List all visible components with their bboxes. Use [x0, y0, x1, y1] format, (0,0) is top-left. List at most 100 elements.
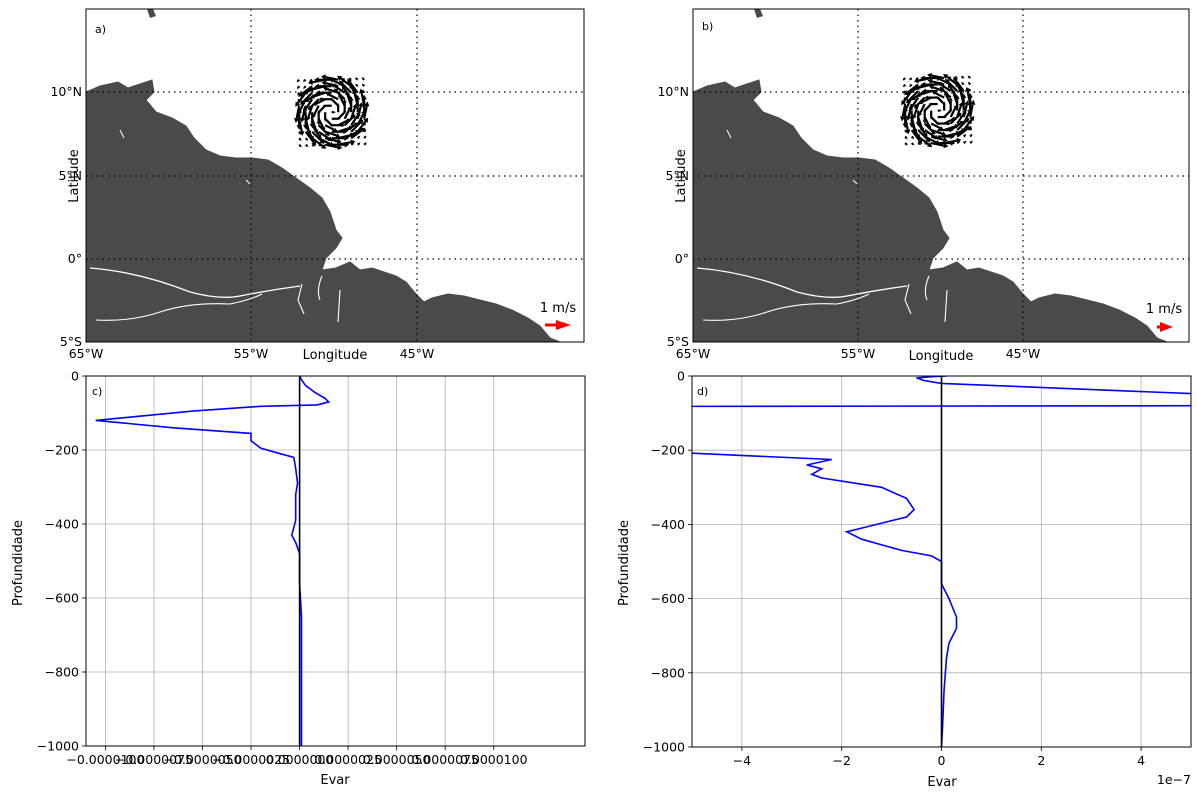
y-axis-label: Latitude: [674, 149, 689, 203]
vector-arrow-head: [902, 78, 905, 81]
vector-arrow-head: [916, 92, 921, 98]
vector-arrow-head: [361, 94, 367, 100]
vector-arrow: [318, 104, 326, 113]
x-ticks: −4 −2 0 2 4: [733, 747, 1145, 768]
vector-arrow: [349, 78, 352, 81]
vector-arrow-head: [322, 86, 328, 92]
y-tick-label: −600: [651, 591, 685, 606]
vector-arrow: [355, 84, 359, 88]
vector-arrow-head: [912, 143, 915, 146]
river: [944, 289, 948, 323]
vector-arrow-head: [903, 91, 906, 95]
profile-panel-d: −4 −2 0 2 4 0 −200 −400 −600 −800 −1000 d) 1e−7 E…: [617, 369, 1192, 790]
vector-arrow: [301, 85, 313, 95]
vector-arrow-head: [910, 95, 916, 101]
vector-arrow-head: [297, 93, 300, 96]
y-tick-label: −400: [651, 517, 685, 532]
reference-vector-label: 1 m/s: [540, 301, 576, 316]
series-line: [692, 376, 1191, 747]
vector-arrow: [911, 142, 914, 145]
vector-arrow-head: [964, 86, 971, 92]
vector-arrow-head: [312, 144, 316, 147]
vector-arrow-head: [954, 76, 957, 79]
x-tick-label: 0.0000050: [363, 752, 431, 767]
river: [702, 293, 870, 321]
reference-vector: [545, 320, 571, 330]
vector-arrow: [961, 82, 965, 86]
vector-arrow: [962, 134, 966, 138]
vector-arrow-head: [926, 142, 933, 148]
vector-arrow-head: [958, 101, 964, 107]
vector-arrow: [930, 135, 944, 141]
vector-arrow-head: [351, 142, 355, 145]
vector-arrow: [313, 105, 320, 116]
vector-arrow: [318, 143, 321, 147]
lat-tick-label: 5°S: [667, 334, 689, 349]
vector-arrow-head: [908, 106, 914, 112]
x-axis-label: Evar: [927, 775, 957, 790]
panel-label: c): [92, 385, 102, 398]
vector-arrow-head: [917, 138, 923, 145]
vector-arrow: [904, 142, 908, 145]
vector-arrow-head: [345, 90, 350, 96]
vector-arrow-head: [338, 80, 345, 86]
vector-arrow-head: [303, 86, 306, 89]
x-axis-label: Longitude: [909, 349, 974, 364]
vector-arrow-head: [364, 142, 367, 145]
vector-arrow-head: [349, 83, 355, 89]
vector-arrow-head: [903, 84, 906, 88]
vector-arrow: [324, 117, 332, 126]
landmass: [693, 79, 1168, 342]
vector-arrow-head: [969, 127, 972, 130]
x-tick-label: −0.0000075: [115, 752, 193, 767]
vector-arrow: [311, 143, 315, 147]
vector-arrow-head: [358, 102, 364, 108]
vector-arrow-head: [960, 75, 964, 79]
vector-arrow-head: [299, 138, 302, 141]
x-tick-label: −0.0000025: [212, 752, 290, 767]
vector-arrow: [934, 91, 945, 99]
vector-arrow-head: [364, 135, 367, 138]
river: [852, 179, 858, 185]
vector-arrow: [356, 106, 362, 119]
vector-arrow-head: [904, 90, 910, 96]
y-tick-label: −800: [45, 665, 79, 680]
vector-arrow-head: [305, 138, 309, 141]
vector-arrow: [930, 129, 943, 135]
vector-arrow: [956, 141, 960, 145]
y-axis-label: Profundidade: [11, 520, 26, 606]
velocity-vectors: [293, 74, 370, 150]
vector-arrow-head: [322, 104, 325, 108]
vector-arrow: [968, 76, 971, 79]
lat-tick-label: 5°S: [60, 334, 82, 349]
vector-arrow-head: [352, 103, 358, 109]
vector-arrow-head: [927, 78, 933, 85]
x-tick-label: 4: [1137, 753, 1145, 768]
vector-arrow: [907, 83, 919, 94]
panel-label: a): [95, 23, 106, 36]
vector-arrow-head: [320, 74, 326, 80]
vector-arrow-head: [948, 97, 953, 101]
vector-arrow: [298, 137, 301, 141]
vector-arrow-head: [961, 82, 964, 85]
vector-arrow-head: [913, 103, 919, 109]
vector-arrow: [304, 143, 308, 147]
vector-arrow-head: [342, 99, 347, 103]
vector-arrow-head: [964, 140, 967, 144]
vector-arrow-head: [968, 81, 971, 85]
vector-arrow-head: [909, 87, 915, 93]
vector-arrow: [950, 122, 962, 131]
vector-arrow: [943, 139, 958, 145]
map-panel-b: 1 m/s b) 10°N 5°N 0° 5°S 65°W 55°W 45°W …: [657, 8, 1190, 364]
vector-arrow-head: [931, 91, 936, 95]
vector-arrow-head: [363, 128, 366, 132]
vector-arrow: [341, 82, 352, 94]
lon-tick-label: 65°W: [676, 346, 711, 361]
vector-arrow: [903, 90, 913, 103]
vector-arrow-head: [943, 74, 949, 79]
vector-arrow: [904, 123, 907, 126]
lat-tick-label: 0°: [68, 251, 82, 266]
vector-arrow-head: [329, 78, 335, 83]
lon-tick-label: 45°W: [1006, 346, 1041, 361]
